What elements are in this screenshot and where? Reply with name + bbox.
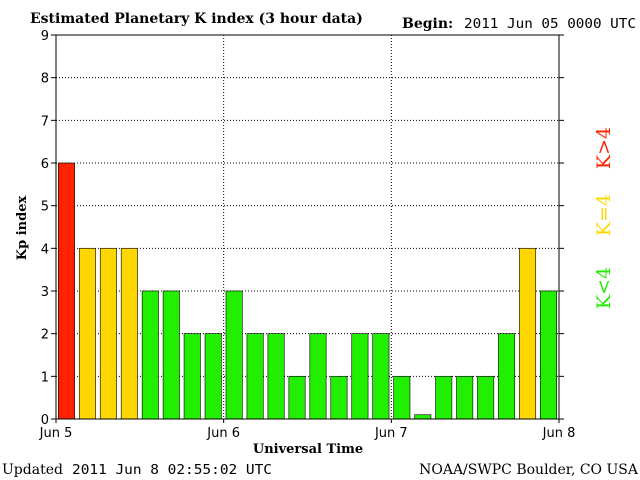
x-tick-label: Jun 5 [39, 426, 73, 441]
begin-value: 2011 Jun 05 0000 UTC [464, 17, 636, 32]
bar [435, 376, 453, 420]
legend-mid: K=4 [593, 194, 615, 236]
x-axis-label: Universal Time [253, 442, 363, 457]
bar [351, 333, 369, 420]
legend-high: K>4 [593, 127, 615, 169]
y-tick-label: 5 [41, 200, 49, 215]
bar [162, 290, 180, 420]
bar [246, 333, 264, 420]
bar [519, 248, 537, 420]
bar [183, 333, 201, 420]
bar [78, 248, 96, 420]
y-tick-label: 8 [41, 72, 49, 87]
bar [393, 376, 411, 420]
bar [309, 333, 327, 420]
x-ticks: Jun 5 Jun 6 Jun 7 Jun 8 [39, 419, 576, 441]
bar [58, 162, 75, 420]
updated-value: 2011 Jun 8 02:55:02 UTC [72, 463, 272, 478]
updated-label: Updated [2, 462, 63, 478]
bar [141, 290, 159, 420]
bar [477, 376, 495, 420]
bar [99, 248, 117, 420]
y-tick-label: 4 [41, 242, 49, 257]
bar [288, 376, 306, 420]
y-tick-label: 6 [41, 157, 49, 172]
bar [456, 376, 474, 420]
y-tick-label: 2 [41, 328, 49, 343]
plot-frame [55, 34, 560, 420]
legend-low: K<4 [593, 267, 615, 309]
bar [120, 248, 138, 420]
x-tick-label: Jun 7 [374, 426, 408, 441]
y-tick-label: 0 [41, 413, 49, 428]
y-tick-label: 7 [41, 114, 49, 129]
bar [540, 290, 557, 420]
begin-label: Begin: [402, 16, 453, 32]
bar [267, 333, 285, 420]
y-axis-label: Kp index [15, 196, 30, 261]
bar [372, 333, 390, 420]
x-tick-label: Jun 6 [206, 426, 240, 441]
chart-title: Estimated Planetary K index (3 hour data… [30, 11, 363, 27]
grid-lines [56, 35, 559, 419]
bar [330, 376, 348, 420]
bar [225, 290, 243, 420]
y-tick-label: 1 [41, 370, 49, 385]
y-tick-label: 9 [41, 29, 49, 44]
credit-text: NOAA/SWPC Boulder, CO USA [419, 462, 639, 478]
bar [498, 333, 516, 420]
bar [414, 414, 432, 420]
y-tick-label: 3 [41, 285, 49, 300]
bar [204, 333, 222, 420]
bars [58, 162, 557, 420]
x-tick-label: Jun 8 [542, 426, 576, 441]
y-ticks: 0 1 2 3 4 5 6 7 8 9 [41, 29, 564, 428]
